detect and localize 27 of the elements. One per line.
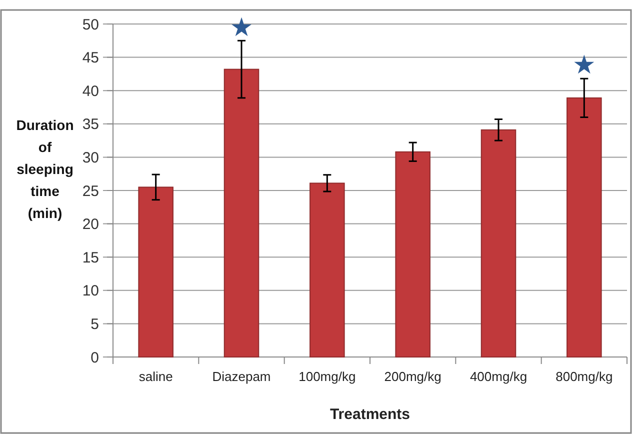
x-tick-label: 200mg/kg: [384, 369, 442, 384]
y-tick-label: 0: [90, 349, 99, 366]
bar: [395, 151, 430, 358]
bar: [138, 186, 174, 358]
y-tick-label: 50: [82, 16, 99, 34]
x-tick-label: 100mg/kg: [298, 369, 356, 384]
y-tick-label: 40: [82, 82, 99, 100]
annotation: ★: [572, 50, 596, 80]
x-tick-label: saline: [138, 369, 173, 384]
y-tick-label: 25: [82, 182, 99, 200]
y-tick-label: 35: [82, 116, 99, 134]
x-tick-label: 400mg/kg: [470, 369, 528, 384]
bar: [310, 182, 345, 358]
y-tick-label: 20: [82, 216, 99, 234]
bar: [566, 97, 602, 358]
x-tick-label: Diazepam: [212, 369, 271, 384]
y-tick-label: 10: [82, 282, 99, 300]
y-tick-label: 15: [82, 249, 99, 266]
y-axis-title: Duration of sleeping time (min): [16, 117, 74, 221]
x-axis-title: Treatments: [330, 406, 410, 423]
bar: [224, 68, 260, 358]
y-tick-label: 45: [82, 50, 99, 67]
y-tick-label: 30: [82, 149, 99, 166]
x-tick-label: 800mg/kg: [556, 369, 613, 384]
bar: [480, 129, 516, 358]
y-tick-label: 5: [90, 316, 99, 333]
annotation: ★: [230, 12, 254, 42]
